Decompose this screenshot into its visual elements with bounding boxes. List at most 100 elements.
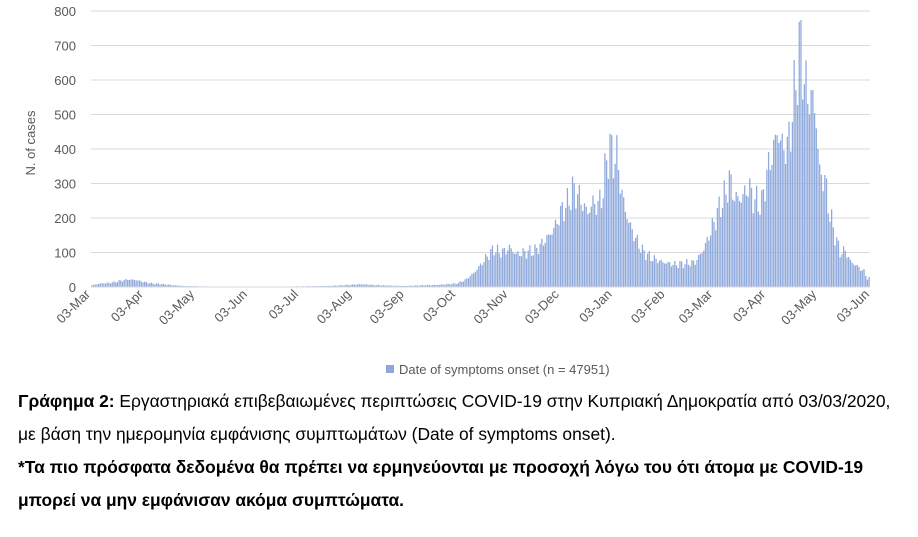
- bar: [147, 283, 149, 287]
- bar: [377, 284, 379, 287]
- bar: [486, 256, 488, 287]
- bar: [421, 284, 424, 287]
- bar: [479, 263, 482, 287]
- bar: [653, 255, 655, 287]
- bar: [120, 280, 122, 287]
- bar: [340, 285, 342, 287]
- bar: [106, 282, 108, 287]
- bar: [471, 273, 473, 287]
- bar-series: [91, 20, 870, 288]
- bar: [790, 151, 792, 287]
- bar: [396, 285, 398, 287]
- bar: [667, 261, 669, 287]
- bar: [510, 248, 512, 287]
- bar: [430, 285, 432, 287]
- bar: [537, 254, 540, 287]
- bar: [343, 285, 345, 287]
- bar: [428, 285, 430, 287]
- bar: [536, 247, 538, 287]
- bar: [331, 285, 333, 287]
- bar: [578, 184, 580, 287]
- bar: [686, 259, 688, 287]
- bar: [643, 250, 645, 287]
- bar: [588, 212, 591, 287]
- bar: [675, 265, 678, 287]
- bar: [727, 202, 729, 287]
- bar: [418, 285, 420, 287]
- bar: [824, 175, 826, 287]
- x-tick-label: 03-Mar: [676, 286, 716, 326]
- bar: [624, 211, 627, 287]
- bar: [677, 267, 679, 287]
- bar: [784, 163, 787, 287]
- bar: [604, 153, 606, 287]
- bar: [773, 139, 775, 287]
- bar: [123, 279, 125, 287]
- bar: [520, 256, 523, 287]
- bar: [713, 221, 715, 287]
- bar: [848, 256, 850, 287]
- bar: [157, 283, 159, 287]
- bar: [548, 234, 550, 287]
- bar: [755, 185, 758, 287]
- bar: [757, 211, 759, 287]
- bar: [723, 180, 725, 287]
- bar: [442, 284, 444, 287]
- bar: [423, 285, 425, 287]
- bar: [125, 278, 127, 287]
- bar: [508, 244, 511, 287]
- bar: [116, 282, 119, 287]
- bar: [793, 59, 795, 287]
- bar: [155, 283, 158, 287]
- bar: [502, 248, 504, 287]
- bar: [111, 282, 113, 287]
- x-tick-label: 03-Jun: [211, 287, 250, 326]
- bar: [346, 284, 349, 287]
- bar: [169, 284, 171, 287]
- bar: [663, 263, 666, 287]
- bar: [585, 206, 587, 287]
- bar: [634, 237, 637, 287]
- bar: [375, 285, 378, 287]
- bar: [328, 285, 330, 287]
- bar: [619, 193, 621, 287]
- bar: [600, 208, 603, 287]
- bar: [461, 281, 463, 287]
- bar: [454, 283, 456, 287]
- bar: [766, 169, 768, 287]
- bar: [447, 283, 449, 287]
- bar: [648, 251, 650, 287]
- x-tick-label: 03-Feb: [628, 287, 668, 327]
- bar: [696, 259, 698, 287]
- x-tick-label: 03-Jun: [833, 287, 872, 326]
- bar: [559, 205, 562, 287]
- bar: [126, 279, 129, 287]
- bar: [162, 283, 165, 287]
- bar: [817, 149, 819, 287]
- bar: [473, 273, 475, 287]
- bar: [626, 219, 628, 287]
- bar: [103, 283, 105, 287]
- bar: [662, 262, 664, 287]
- bar: [178, 285, 180, 287]
- bar: [527, 250, 529, 287]
- bar: [152, 283, 154, 287]
- bar: [640, 252, 642, 287]
- bar: [188, 285, 190, 287]
- bar: [720, 217, 722, 287]
- x-tick-label: 03-Dec: [522, 286, 563, 327]
- bar: [551, 234, 553, 287]
- bar: [326, 285, 328, 287]
- bar: [411, 285, 413, 287]
- bar: [524, 250, 526, 287]
- bar: [379, 285, 381, 287]
- bar: [665, 263, 667, 287]
- bar: [805, 60, 807, 287]
- legend-label: Date of symptoms onset (n = 47951): [399, 362, 610, 377]
- bar: [341, 285, 344, 287]
- bar: [121, 281, 124, 287]
- bar: [582, 211, 584, 287]
- bar: [140, 281, 142, 287]
- bar: [682, 268, 684, 287]
- bar: [841, 254, 843, 287]
